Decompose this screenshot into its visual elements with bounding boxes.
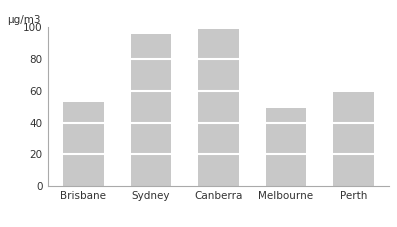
Bar [63, 102, 104, 186]
Bar [333, 92, 374, 186]
Bar [131, 34, 171, 186]
Bar [198, 29, 239, 186]
Text: μg/m3: μg/m3 [7, 15, 40, 25]
Bar [266, 108, 306, 186]
